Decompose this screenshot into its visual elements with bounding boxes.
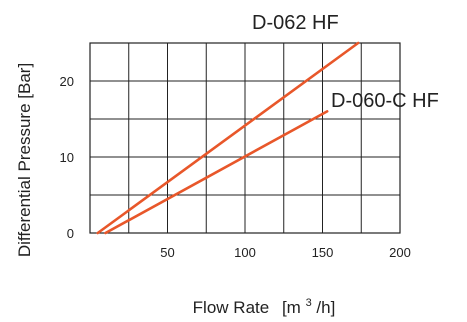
y-axis-title: Differential Pressure [Bar] (15, 63, 34, 257)
series-label-d062hf: D-062 HF (252, 12, 339, 34)
x-axis-unit-prefix: [m (282, 298, 301, 317)
series-lines (96, 41, 360, 235)
x-tick-label: 100 (234, 245, 256, 260)
x-axis-unit-sup: 3 (306, 297, 312, 309)
x-tick-label: 50 (160, 245, 174, 260)
x-tick-labels: 50 100 150 200 (160, 245, 411, 260)
y-tick-label: 10 (60, 150, 74, 165)
x-tick-label: 150 (312, 245, 334, 260)
series-line-1 (104, 110, 329, 235)
series-line-0 (96, 41, 360, 235)
x-axis-unit-suffix: /h] (316, 298, 335, 317)
x-axis-title-text: Flow Rate (193, 298, 270, 317)
y-tick-labels: 0 10 20 (60, 74, 74, 241)
x-axis-title: Flow Rate [m 3 /h] (193, 291, 336, 317)
y-tick-label: 0 (67, 226, 74, 241)
series-label-d060chf: D-060-C HF (331, 90, 439, 112)
y-tick-label: 20 (60, 74, 74, 89)
x-tick-label: 200 (389, 245, 411, 260)
plot-frame (89, 42, 401, 234)
